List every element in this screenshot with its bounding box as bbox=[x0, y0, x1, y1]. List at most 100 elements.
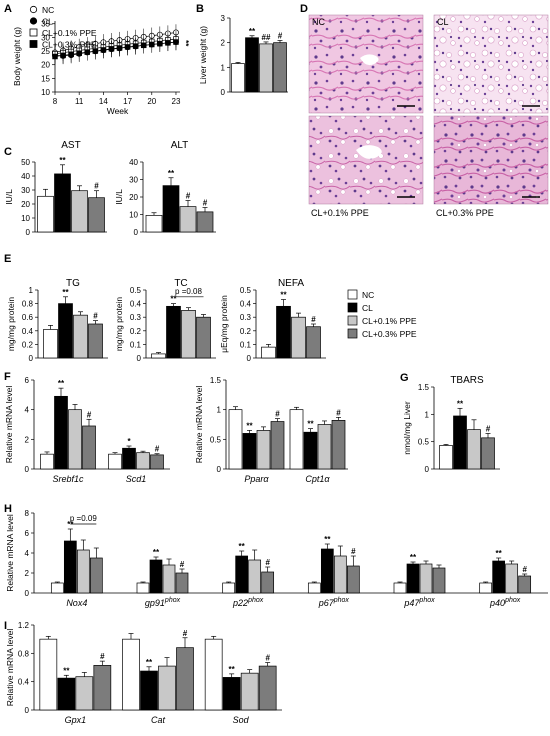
chart-title: TC bbox=[174, 278, 187, 289]
significance-mark: ** bbox=[170, 295, 177, 304]
histology-image-ppe-high bbox=[433, 115, 549, 205]
significance-mark: ** bbox=[153, 548, 160, 557]
point-3-7 bbox=[108, 46, 115, 52]
significance-mark: ** bbox=[307, 420, 314, 429]
y-tick-label: 30 bbox=[41, 33, 50, 42]
bar-F1-1-3 bbox=[150, 454, 164, 470]
significance-mark: # bbox=[93, 312, 98, 321]
significance-mark: ## bbox=[262, 33, 271, 42]
y-tick-label: 0 bbox=[137, 354, 142, 363]
bar-F2-0-0 bbox=[228, 409, 243, 470]
point-3-6 bbox=[100, 47, 107, 53]
histology-label-nc: NC bbox=[312, 17, 325, 27]
y-tick-label: 1 bbox=[29, 286, 34, 295]
y-tick-label: 1 bbox=[425, 410, 430, 419]
bar-H-5-2 bbox=[505, 563, 519, 594]
bar-F1-0-1 bbox=[54, 395, 68, 470]
bar-E2-0-2 bbox=[181, 310, 196, 359]
y-tick-label: 0.4 bbox=[18, 678, 30, 687]
point-3-3 bbox=[76, 50, 82, 56]
point-3-8 bbox=[116, 45, 123, 51]
significance-mark: # bbox=[100, 652, 105, 661]
y-tick-label: 10 bbox=[129, 211, 138, 220]
bar-E2-0-3 bbox=[196, 316, 211, 359]
category-label: Pparα bbox=[244, 474, 269, 484]
y-tick-label: 50 bbox=[21, 158, 30, 167]
x-tick-label: 11 bbox=[75, 97, 84, 106]
chart-F2: 0 0.5 1 1.5 Relative mRNA level ** # Pparα ** # Cp… bbox=[194, 376, 348, 484]
bar-I-1-3 bbox=[176, 647, 194, 711]
legend-marker bbox=[29, 40, 38, 48]
bar-I-2-3 bbox=[258, 665, 277, 711]
bar-H-0-0 bbox=[50, 582, 64, 594]
bar-F1-1-2 bbox=[136, 452, 150, 470]
significance-mark: ** bbox=[239, 542, 246, 551]
bar-F1-0-2 bbox=[68, 409, 82, 470]
y-axis-label: IU/L bbox=[114, 189, 124, 205]
y-tick-label: 0.5 bbox=[418, 438, 430, 447]
significance-mark: ** bbox=[246, 421, 253, 430]
legend-swatch bbox=[347, 302, 358, 313]
significance-mark: # bbox=[87, 410, 92, 419]
significance-mark: * bbox=[127, 437, 131, 446]
significance-mark: ** bbox=[62, 288, 69, 297]
series-line-3 bbox=[54, 41, 177, 57]
point-3-5 bbox=[92, 48, 99, 54]
y-tick-label: 40 bbox=[129, 158, 138, 167]
histology-image-cl bbox=[433, 14, 549, 114]
bar-I-2-1 bbox=[222, 677, 241, 711]
significance-mark: ** bbox=[457, 399, 464, 408]
bracket-label: p =0.08 bbox=[175, 287, 202, 296]
significance-mark: # bbox=[94, 182, 99, 191]
significance-mark: ** bbox=[324, 535, 331, 544]
bar-H-5-1 bbox=[492, 560, 506, 594]
bar-G-0-1 bbox=[453, 415, 467, 470]
point-3-12 bbox=[149, 41, 155, 48]
y-tick-label: 10 bbox=[21, 214, 30, 223]
bar-I-0-1 bbox=[57, 677, 76, 711]
legend-swatch bbox=[347, 328, 358, 339]
legend-label: CL+0.3% PPE bbox=[362, 329, 417, 339]
significance-mark: ** bbox=[59, 156, 66, 165]
panel-label-d: D bbox=[300, 3, 308, 15]
y-tick-label: 0.6 bbox=[22, 313, 34, 322]
histology-label-ppe-high: CL+0.3% PPE bbox=[436, 208, 494, 218]
bar-E3-0-3 bbox=[306, 326, 321, 359]
category-label: p67phox bbox=[318, 597, 350, 608]
legend-label: NC bbox=[42, 5, 54, 15]
y-tick-label: 3 bbox=[221, 14, 226, 23]
bar-C2-0-1 bbox=[162, 185, 180, 233]
x-tick-label: 17 bbox=[123, 97, 132, 106]
bar-B-0-0 bbox=[231, 63, 245, 93]
bar-E1-0-0 bbox=[43, 329, 58, 359]
y-tick-label: 0 bbox=[134, 228, 139, 237]
x-tick-label: 8 bbox=[53, 97, 58, 106]
legend-label: CL bbox=[362, 303, 373, 313]
y-tick-label: 0.5 bbox=[240, 286, 252, 295]
y-tick-label: 0 bbox=[247, 354, 252, 363]
bar-E1-0-1 bbox=[58, 303, 73, 359]
y-axis-label: Body weight (g) bbox=[12, 27, 22, 86]
y-tick-label: 0.2 bbox=[22, 340, 34, 349]
bar-B-0-1 bbox=[245, 37, 259, 93]
y-axis-label: mg/mg protein bbox=[6, 297, 16, 352]
bar-E3-0-1 bbox=[276, 305, 291, 359]
bar-C1-0-1 bbox=[54, 173, 71, 233]
chart-E2: TC 0 0.1 0.2 0.3 0.4 0.5 mg/mg protein **p =0.08 bbox=[114, 278, 216, 363]
legend-label: NC bbox=[362, 290, 374, 300]
point-3-15 bbox=[173, 39, 179, 45]
significance-mark: # bbox=[183, 629, 188, 638]
y-axis-label: Relative mRNA level bbox=[194, 386, 204, 464]
category-label: Srebf1c bbox=[52, 474, 84, 484]
category-label: p47phox bbox=[403, 597, 435, 608]
y-axis-label: mg/mg protein bbox=[114, 297, 124, 352]
category-label: p22phox bbox=[232, 597, 264, 608]
y-tick-label: 0.3 bbox=[240, 313, 252, 322]
point-3-2 bbox=[68, 51, 74, 58]
bar-C2-0-3 bbox=[196, 211, 214, 233]
y-tick-label: 6 bbox=[25, 376, 30, 385]
y-tick-label: 0.8 bbox=[18, 649, 30, 658]
x-axis-label: Week bbox=[107, 106, 129, 116]
point-3-13 bbox=[157, 40, 163, 47]
